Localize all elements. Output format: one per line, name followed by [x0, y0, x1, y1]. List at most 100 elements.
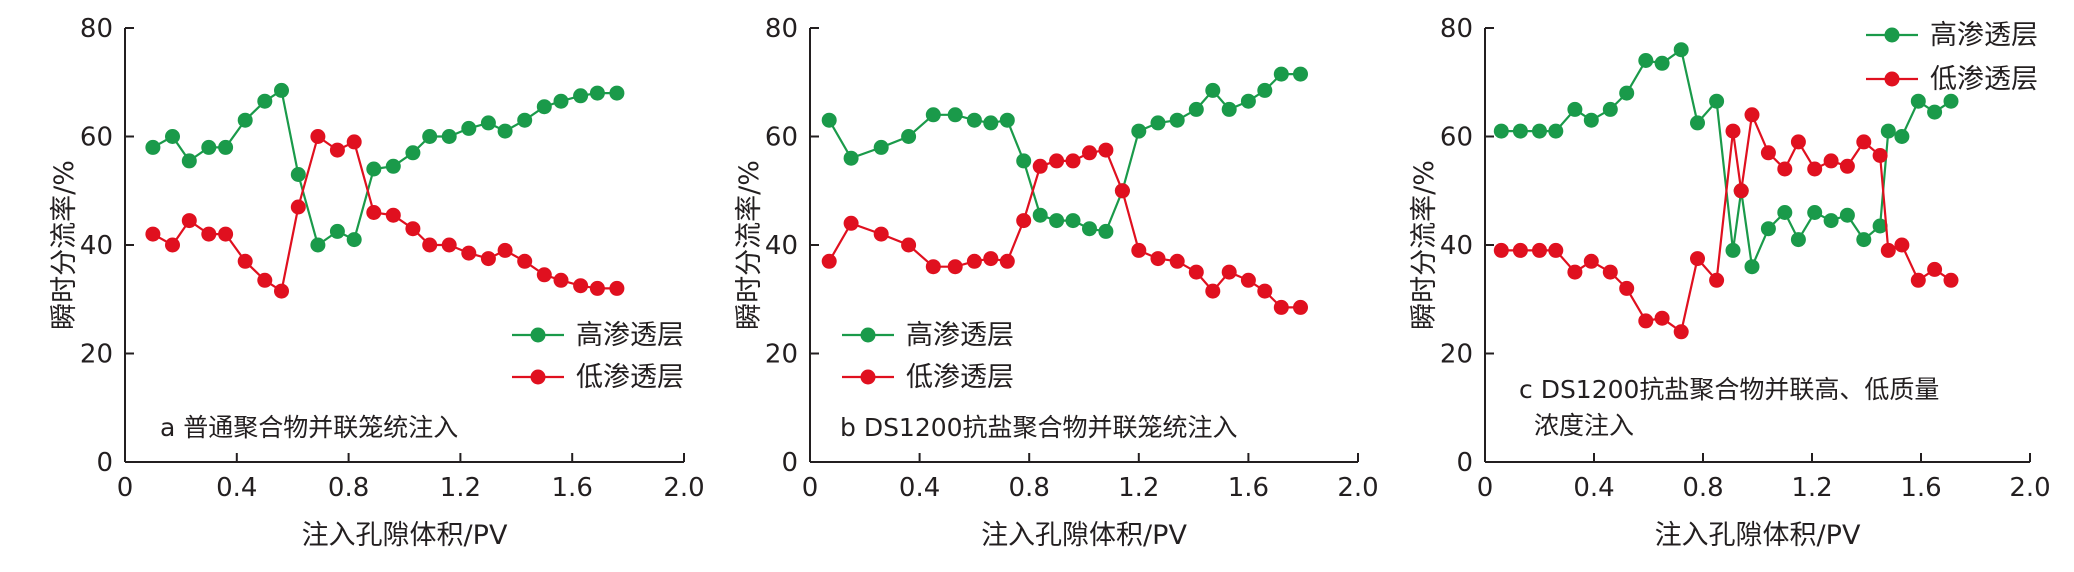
data-point	[1733, 183, 1749, 199]
data-point	[1131, 123, 1147, 139]
data-point	[1823, 213, 1839, 229]
data-point	[1709, 93, 1725, 109]
data-point	[553, 93, 569, 109]
data-point	[329, 142, 345, 158]
data-point	[589, 280, 605, 296]
data-point	[925, 107, 941, 123]
data-point	[1567, 264, 1583, 280]
data-point	[1638, 53, 1654, 68]
data-point	[1273, 66, 1289, 82]
data-point	[1725, 242, 1741, 258]
legend-marker	[530, 327, 546, 343]
y-axis-title: 瞬时分流率/%	[734, 160, 765, 330]
data-point	[218, 226, 234, 242]
data-point	[873, 139, 889, 155]
y-tick-label: 0	[96, 448, 113, 478]
data-point	[947, 107, 963, 123]
series-high-perm	[821, 66, 1308, 239]
data-point	[1273, 299, 1289, 315]
data-point	[257, 272, 273, 288]
data-point	[1856, 232, 1872, 248]
data-point	[218, 139, 234, 155]
data-point	[461, 120, 477, 136]
data-point	[181, 213, 197, 229]
data-point	[1169, 253, 1185, 269]
data-point	[1240, 272, 1256, 288]
data-point	[1602, 264, 1618, 280]
data-point	[573, 278, 589, 294]
data-point	[517, 112, 533, 128]
panel-annotation: b DS1200抗盐聚合物并联笼统注入	[840, 413, 1238, 442]
legend-label: 高渗透层	[906, 320, 1014, 351]
legend-marker	[860, 327, 876, 343]
panel-annotation: c DS1200抗盐聚合物并联高、低质量	[1519, 375, 1939, 404]
data-point	[1205, 82, 1221, 98]
data-point	[1098, 142, 1114, 158]
data-point	[201, 226, 217, 242]
y-tick-label: 20	[1440, 340, 1473, 370]
data-point	[1760, 145, 1776, 161]
data-point	[1943, 93, 1959, 109]
y-axis-title: 瞬时分流率/%	[49, 160, 80, 330]
data-point	[1049, 153, 1065, 169]
series-line	[152, 134, 617, 293]
data-point	[1790, 134, 1806, 150]
data-point	[1512, 123, 1528, 139]
data-point	[405, 221, 421, 237]
data-point	[1777, 205, 1793, 220]
data-point	[536, 99, 552, 115]
data-point	[1493, 123, 1509, 139]
chart-panel-c: 0 20 40 60 80 0 0.4 0.8 1.2 1.6 2.0 注入孔隙体积/PV 瞬时分流率/…	[1409, 14, 2051, 551]
data-point	[1257, 82, 1273, 98]
data-point	[346, 134, 362, 150]
chart-panel-b: 0 20 40 60 80 0 0.4 0.8 1.2 1.6 2.0 注入孔隙体积/PV 瞬时分流率/…	[734, 14, 1379, 551]
legend-marker	[1884, 27, 1900, 43]
data-point	[1032, 207, 1048, 223]
x-tick-label: 0.4	[216, 473, 257, 503]
data-point	[165, 237, 180, 253]
data-point	[966, 112, 982, 128]
data-point	[1690, 251, 1705, 267]
data-point	[1856, 134, 1872, 150]
data-point	[1082, 145, 1097, 161]
data-point	[1016, 153, 1032, 169]
y-tick-label: 40	[1440, 231, 1473, 261]
data-point	[1583, 253, 1599, 269]
x-tick-label: 0.4	[1573, 473, 1614, 503]
data-point	[1690, 115, 1705, 131]
data-point	[480, 115, 496, 131]
data-point	[441, 237, 457, 253]
data-point	[181, 153, 197, 169]
data-point	[1257, 283, 1273, 299]
series-low-perm	[821, 142, 1308, 315]
data-point	[1673, 42, 1689, 58]
data-point	[1032, 158, 1048, 174]
y-tick-label: 0	[781, 448, 798, 478]
x-tick-label: 1.2	[1791, 473, 1832, 503]
data-point	[422, 237, 438, 253]
data-point	[1823, 153, 1839, 169]
legend-label: 低渗透层	[576, 362, 684, 393]
series-high-perm	[145, 82, 625, 253]
data-point	[1807, 161, 1823, 177]
y-tick-label: 60	[765, 123, 798, 153]
data-point	[329, 223, 345, 239]
data-point	[1744, 259, 1760, 275]
legend-marker	[1884, 71, 1900, 87]
data-point	[385, 207, 401, 223]
data-point	[1839, 207, 1855, 223]
x-tick-label: 2.0	[1337, 473, 1378, 503]
data-point	[1221, 264, 1237, 280]
data-point	[983, 115, 999, 131]
data-point	[901, 237, 917, 253]
data-point	[843, 150, 859, 166]
data-point	[1619, 280, 1635, 296]
legend-label: 高渗透层	[1930, 20, 2038, 51]
x-tick-label: 1.6	[552, 473, 593, 503]
data-point	[1894, 129, 1910, 144]
data-point	[821, 253, 837, 269]
data-point	[1188, 101, 1204, 117]
x-axis-title: 注入孔隙体积/PV	[981, 520, 1187, 551]
